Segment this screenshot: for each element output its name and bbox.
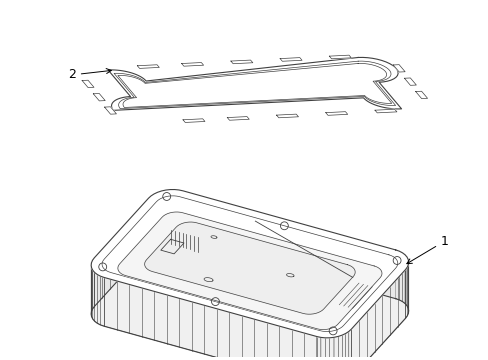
Polygon shape	[137, 65, 159, 68]
Polygon shape	[182, 63, 203, 66]
Polygon shape	[333, 337, 338, 360]
Polygon shape	[108, 57, 401, 111]
Text: 1: 1	[406, 235, 448, 264]
Polygon shape	[91, 260, 92, 311]
Polygon shape	[329, 55, 350, 59]
Polygon shape	[320, 337, 325, 360]
Polygon shape	[93, 94, 105, 101]
Polygon shape	[91, 238, 408, 360]
Text: 2: 2	[68, 68, 111, 81]
Polygon shape	[325, 112, 347, 115]
Polygon shape	[92, 258, 94, 309]
Polygon shape	[230, 60, 252, 64]
Polygon shape	[104, 107, 116, 114]
Polygon shape	[399, 251, 402, 302]
Polygon shape	[404, 78, 415, 85]
Polygon shape	[227, 117, 249, 120]
Polygon shape	[345, 332, 348, 360]
Polygon shape	[91, 190, 408, 338]
Polygon shape	[395, 250, 399, 300]
Polygon shape	[276, 114, 298, 118]
Polygon shape	[415, 91, 427, 99]
Polygon shape	[183, 119, 204, 122]
Polygon shape	[316, 337, 320, 360]
Polygon shape	[338, 335, 342, 360]
Polygon shape	[342, 333, 345, 360]
Polygon shape	[405, 267, 407, 318]
Polygon shape	[348, 329, 350, 360]
Polygon shape	[101, 276, 104, 326]
Polygon shape	[104, 278, 316, 360]
Polygon shape	[404, 255, 406, 306]
Polygon shape	[350, 270, 405, 360]
Polygon shape	[406, 257, 407, 308]
Polygon shape	[280, 58, 302, 61]
Polygon shape	[329, 337, 333, 360]
Polygon shape	[392, 65, 404, 72]
Polygon shape	[95, 273, 97, 323]
Polygon shape	[374, 109, 396, 113]
Polygon shape	[402, 253, 404, 303]
Polygon shape	[144, 222, 354, 314]
Polygon shape	[325, 338, 329, 360]
Polygon shape	[118, 212, 381, 329]
Polygon shape	[82, 80, 94, 87]
Polygon shape	[91, 268, 93, 319]
Polygon shape	[93, 270, 95, 321]
Polygon shape	[97, 275, 101, 325]
